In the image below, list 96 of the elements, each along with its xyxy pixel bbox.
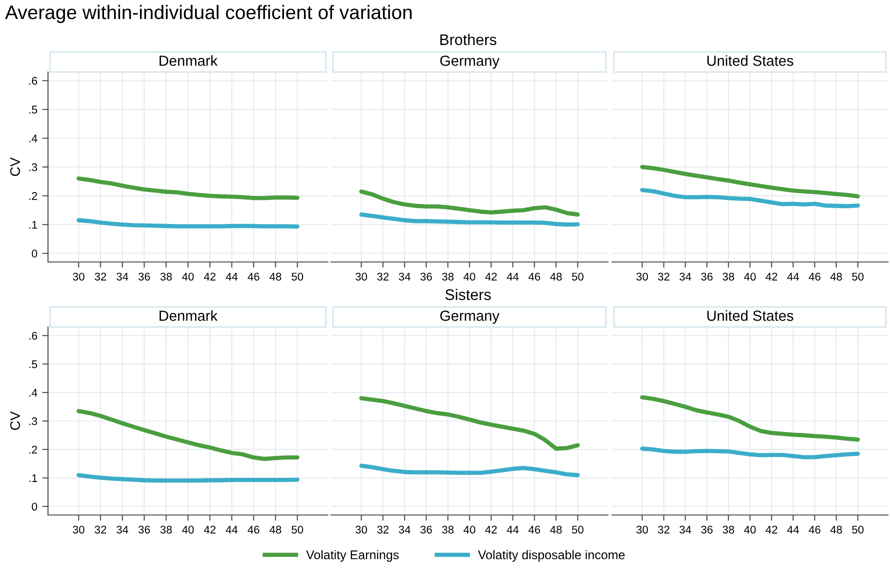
x-tick-label: 38 [722,526,734,534]
x-tick-label: 34 [680,526,692,534]
x-tick-label: 50 [572,272,584,281]
x-tick-label: 30 [356,526,368,534]
y-tick-label: .4 [29,388,38,397]
x-tick-label: 36 [420,272,432,281]
y-tick-label: 0 [32,250,38,258]
y-tick-label: .4 [29,134,38,142]
x-tick-label: 32 [658,272,670,281]
x-tick-label: 32 [377,272,389,281]
text: Brothers [440,34,496,46]
y-tick-label: .3 [29,163,38,172]
x-tick-label: 34 [398,272,410,281]
x-tick-label: 32 [658,526,670,534]
chart-title: United States [707,310,794,321]
y-tick-label: .5 [29,360,38,368]
x-tick-label: 46 [808,526,820,534]
x-tick-label: 40 [744,526,756,534]
x-tick-label: 38 [442,272,454,281]
x-tick-label: 30 [636,526,648,534]
x-tick-label: 32 [94,272,106,281]
x-tick-label: 38 [160,272,172,281]
x-tick-label: 50 [292,526,304,534]
x-tick-label: 36 [701,526,713,534]
x-tick-label: 44 [506,272,519,280]
x-tick-label: 50 [852,526,864,534]
chart-title: Denmark [160,310,218,321]
x-tick-label: 34 [398,526,410,534]
x-tick-label: 42 [485,272,497,280]
text: Sisters [445,288,491,300]
x-tick-label: 36 [138,526,150,534]
y-tick-label: .2 [29,446,38,454]
y-axis-title: CV [10,157,20,176]
x-tick-label: 30 [72,272,84,281]
x-tick-label: 34 [116,272,128,281]
legend-label: Volatity disposable income [478,550,625,562]
line-series [76,408,300,461]
x-tick-label: 36 [701,272,713,281]
x-tick-label: 48 [270,526,282,534]
x-tick-label: 50 [572,526,584,534]
x-tick-label: 48 [550,272,562,281]
x-tick-label: 48 [830,526,842,534]
x-tick-label: 46 [248,272,260,281]
text: Average within-individual coefficient of variation [5,4,412,24]
x-tick-label: 46 [528,526,540,534]
x-tick-label: 46 [248,526,260,534]
x-tick-label: 38 [160,526,172,534]
x-tick-label: 40 [464,272,476,281]
x-tick-label: 40 [182,272,194,281]
x-tick-label: 50 [852,272,864,281]
chart-title: United States [707,55,794,66]
x-tick-label: 36 [138,272,150,281]
x-tick-label: 50 [292,272,304,281]
y-tick-label: .3 [29,417,38,426]
x-tick-label: 34 [680,272,692,281]
x-tick-label: 40 [464,526,476,534]
x-tick-label: 42 [485,526,497,534]
x-tick-label: 44 [787,526,799,534]
y-tick-label: .6 [29,332,38,340]
chart-title: Denmark [160,55,218,66]
x-tick-label: 36 [420,526,432,534]
x-tick-label: 44 [226,272,238,280]
x-tick-label: 30 [356,272,368,281]
x-tick-label: 48 [270,272,282,281]
x-tick-label: 34 [116,526,128,534]
x-tick-label: 46 [808,272,820,281]
x-tick-label: 44 [787,272,799,280]
y-tick-label: .5 [29,106,38,114]
x-tick-label: 40 [744,272,756,281]
x-tick-label: 44 [506,526,519,534]
chart-title: Germany [440,310,500,324]
chart-title: Germany [440,56,500,69]
x-tick-label: 32 [377,526,389,534]
x-tick-label: 32 [94,526,106,534]
y-axis-title: CV [10,411,20,430]
x-tick-label: 44 [226,526,238,534]
y-tick-label: .6 [29,76,38,85]
y-tick-label: .1 [29,474,38,482]
x-tick-label: 30 [72,526,84,534]
y-tick-label: .1 [29,220,38,229]
x-tick-label: 38 [442,526,454,534]
x-tick-label: 38 [722,272,734,281]
legend-label: Volatity Earnings [306,550,399,562]
x-tick-label: 48 [830,272,842,281]
x-tick-label: 42 [766,272,778,280]
x-tick-label: 42 [204,272,216,280]
x-tick-label: 40 [182,526,194,534]
x-tick-label: 42 [766,526,778,534]
x-tick-label: 30 [636,272,648,281]
line-series [76,176,300,200]
y-tick-label: 0 [32,502,38,511]
x-tick-label: 48 [550,526,562,534]
x-tick-label: 42 [204,526,216,534]
line-series [76,218,300,229]
y-tick-label: .2 [29,192,38,200]
x-tick-label: 46 [528,272,540,281]
